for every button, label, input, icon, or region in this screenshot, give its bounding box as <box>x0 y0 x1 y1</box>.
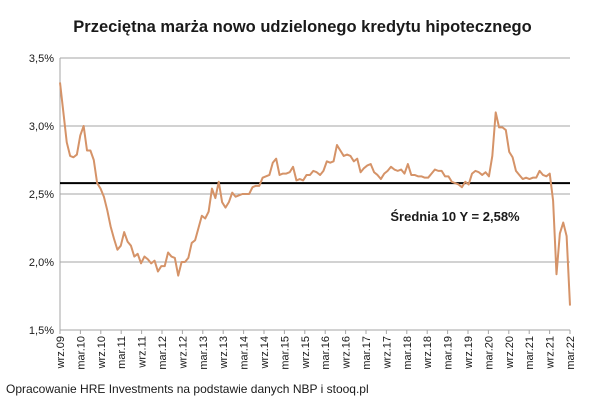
y-tick-label: 2,0% <box>29 257 54 269</box>
y-tick-label: 1,5% <box>29 325 54 337</box>
x-tick-label: wrz.15 <box>300 336 312 369</box>
y-tick-label: 3,5% <box>29 53 54 65</box>
x-tick-label: mar.20 <box>483 336 495 370</box>
y-tick-label: 3,0% <box>29 121 54 133</box>
x-tick-label: mar.22 <box>565 336 577 370</box>
x-tick-label: mar.11 <box>116 336 128 369</box>
x-tick-label: wrz.10 <box>96 336 108 369</box>
x-tick-label: mar.10 <box>75 336 87 370</box>
x-tick-label: wrz.13 <box>218 336 230 369</box>
annotation-group: Średnia 10 Y = 2,58% <box>390 209 520 224</box>
x-tick-label: wrz.19 <box>463 336 475 369</box>
chart-title: Przeciętna marża nowo udzielonego kredyt… <box>73 18 532 36</box>
x-tick-label: wrz.16 <box>341 336 353 369</box>
x-tick-label: mar.18 <box>402 336 414 370</box>
x-tick-label: wrz.17 <box>381 336 393 369</box>
x-tick-label: wrz.14 <box>259 336 271 369</box>
y-axis-tick-labels: 1,5% 2,0% 2,5% 3,0% 3,5% <box>29 53 54 337</box>
grid-lines <box>59 57 570 331</box>
x-tick-label: mar.13 <box>198 336 210 370</box>
y-tick-label: 2,5% <box>29 189 54 201</box>
average-annotation: Średnia 10 Y = 2,58% <box>390 209 520 224</box>
x-tick-label: wrz.20 <box>504 336 516 369</box>
x-tick-label: mar.16 <box>320 336 332 370</box>
x-tick-label: wrz.11 <box>137 336 149 369</box>
source-note: Opracowanie HRE Investments na podstawie… <box>6 382 369 396</box>
x-tick-label: wrz.12 <box>177 336 189 369</box>
x-axis-tick-labels: wrz.09 mar.10 wrz.10 mar.11 wrz.11 mar.12 wrz.… <box>55 330 577 370</box>
x-tick-label: mar.14 <box>239 336 251 370</box>
x-tick-label: wrz.21 <box>545 336 557 369</box>
x-tick-label: mar.15 <box>279 336 291 370</box>
x-tick-label: mar.12 <box>157 336 169 370</box>
x-tick-label: mar.17 <box>361 336 373 370</box>
x-tick-label: mar.21 <box>524 336 536 370</box>
x-tick-label: wrz.09 <box>55 336 67 369</box>
x-tick-label: mar.19 <box>443 336 455 370</box>
series-line <box>59 82 571 306</box>
x-tick-label: wrz.18 <box>422 336 434 369</box>
series-group <box>59 82 571 306</box>
